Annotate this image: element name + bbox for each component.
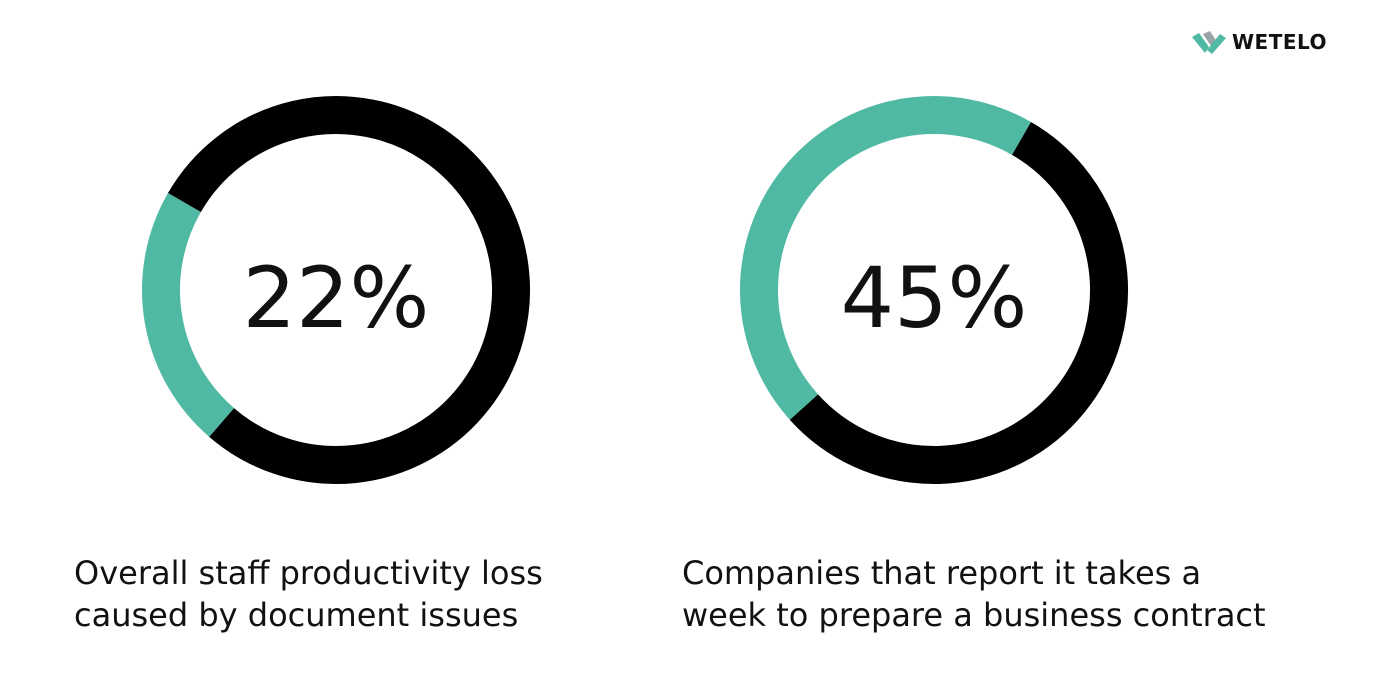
donut-value-label: 45% <box>841 249 1028 347</box>
donut-value-label: 22% <box>243 249 430 347</box>
caption-productivity-loss: Overall staff productivity loss caused b… <box>74 552 543 636</box>
caption-line: Overall staff productivity loss <box>74 554 543 592</box>
donut-segment-highlight <box>740 96 1031 420</box>
caption-contract-week: Companies that report it takes a week to… <box>682 552 1266 636</box>
donut-chart-productivity-loss: 22% <box>126 80 546 500</box>
caption-line: week to prepare a business contract <box>682 596 1266 634</box>
wetelo-logo-icon <box>1192 31 1226 54</box>
donut-segment-remainder <box>168 96 530 484</box>
caption-line: caused by document issues <box>74 596 519 634</box>
donut-chart-svg: 45% <box>740 96 1128 484</box>
brand-name: WETELO <box>1232 30 1328 54</box>
donut-segment-remainder <box>789 122 1128 484</box>
caption-line: Companies that report it takes a <box>682 554 1202 592</box>
donut-chart-svg: 22% <box>142 96 530 484</box>
donut-segment-highlight <box>142 193 235 437</box>
donut-chart-contract-week: 45% <box>724 80 1144 500</box>
brand-logo: WETELO <box>1190 26 1327 58</box>
